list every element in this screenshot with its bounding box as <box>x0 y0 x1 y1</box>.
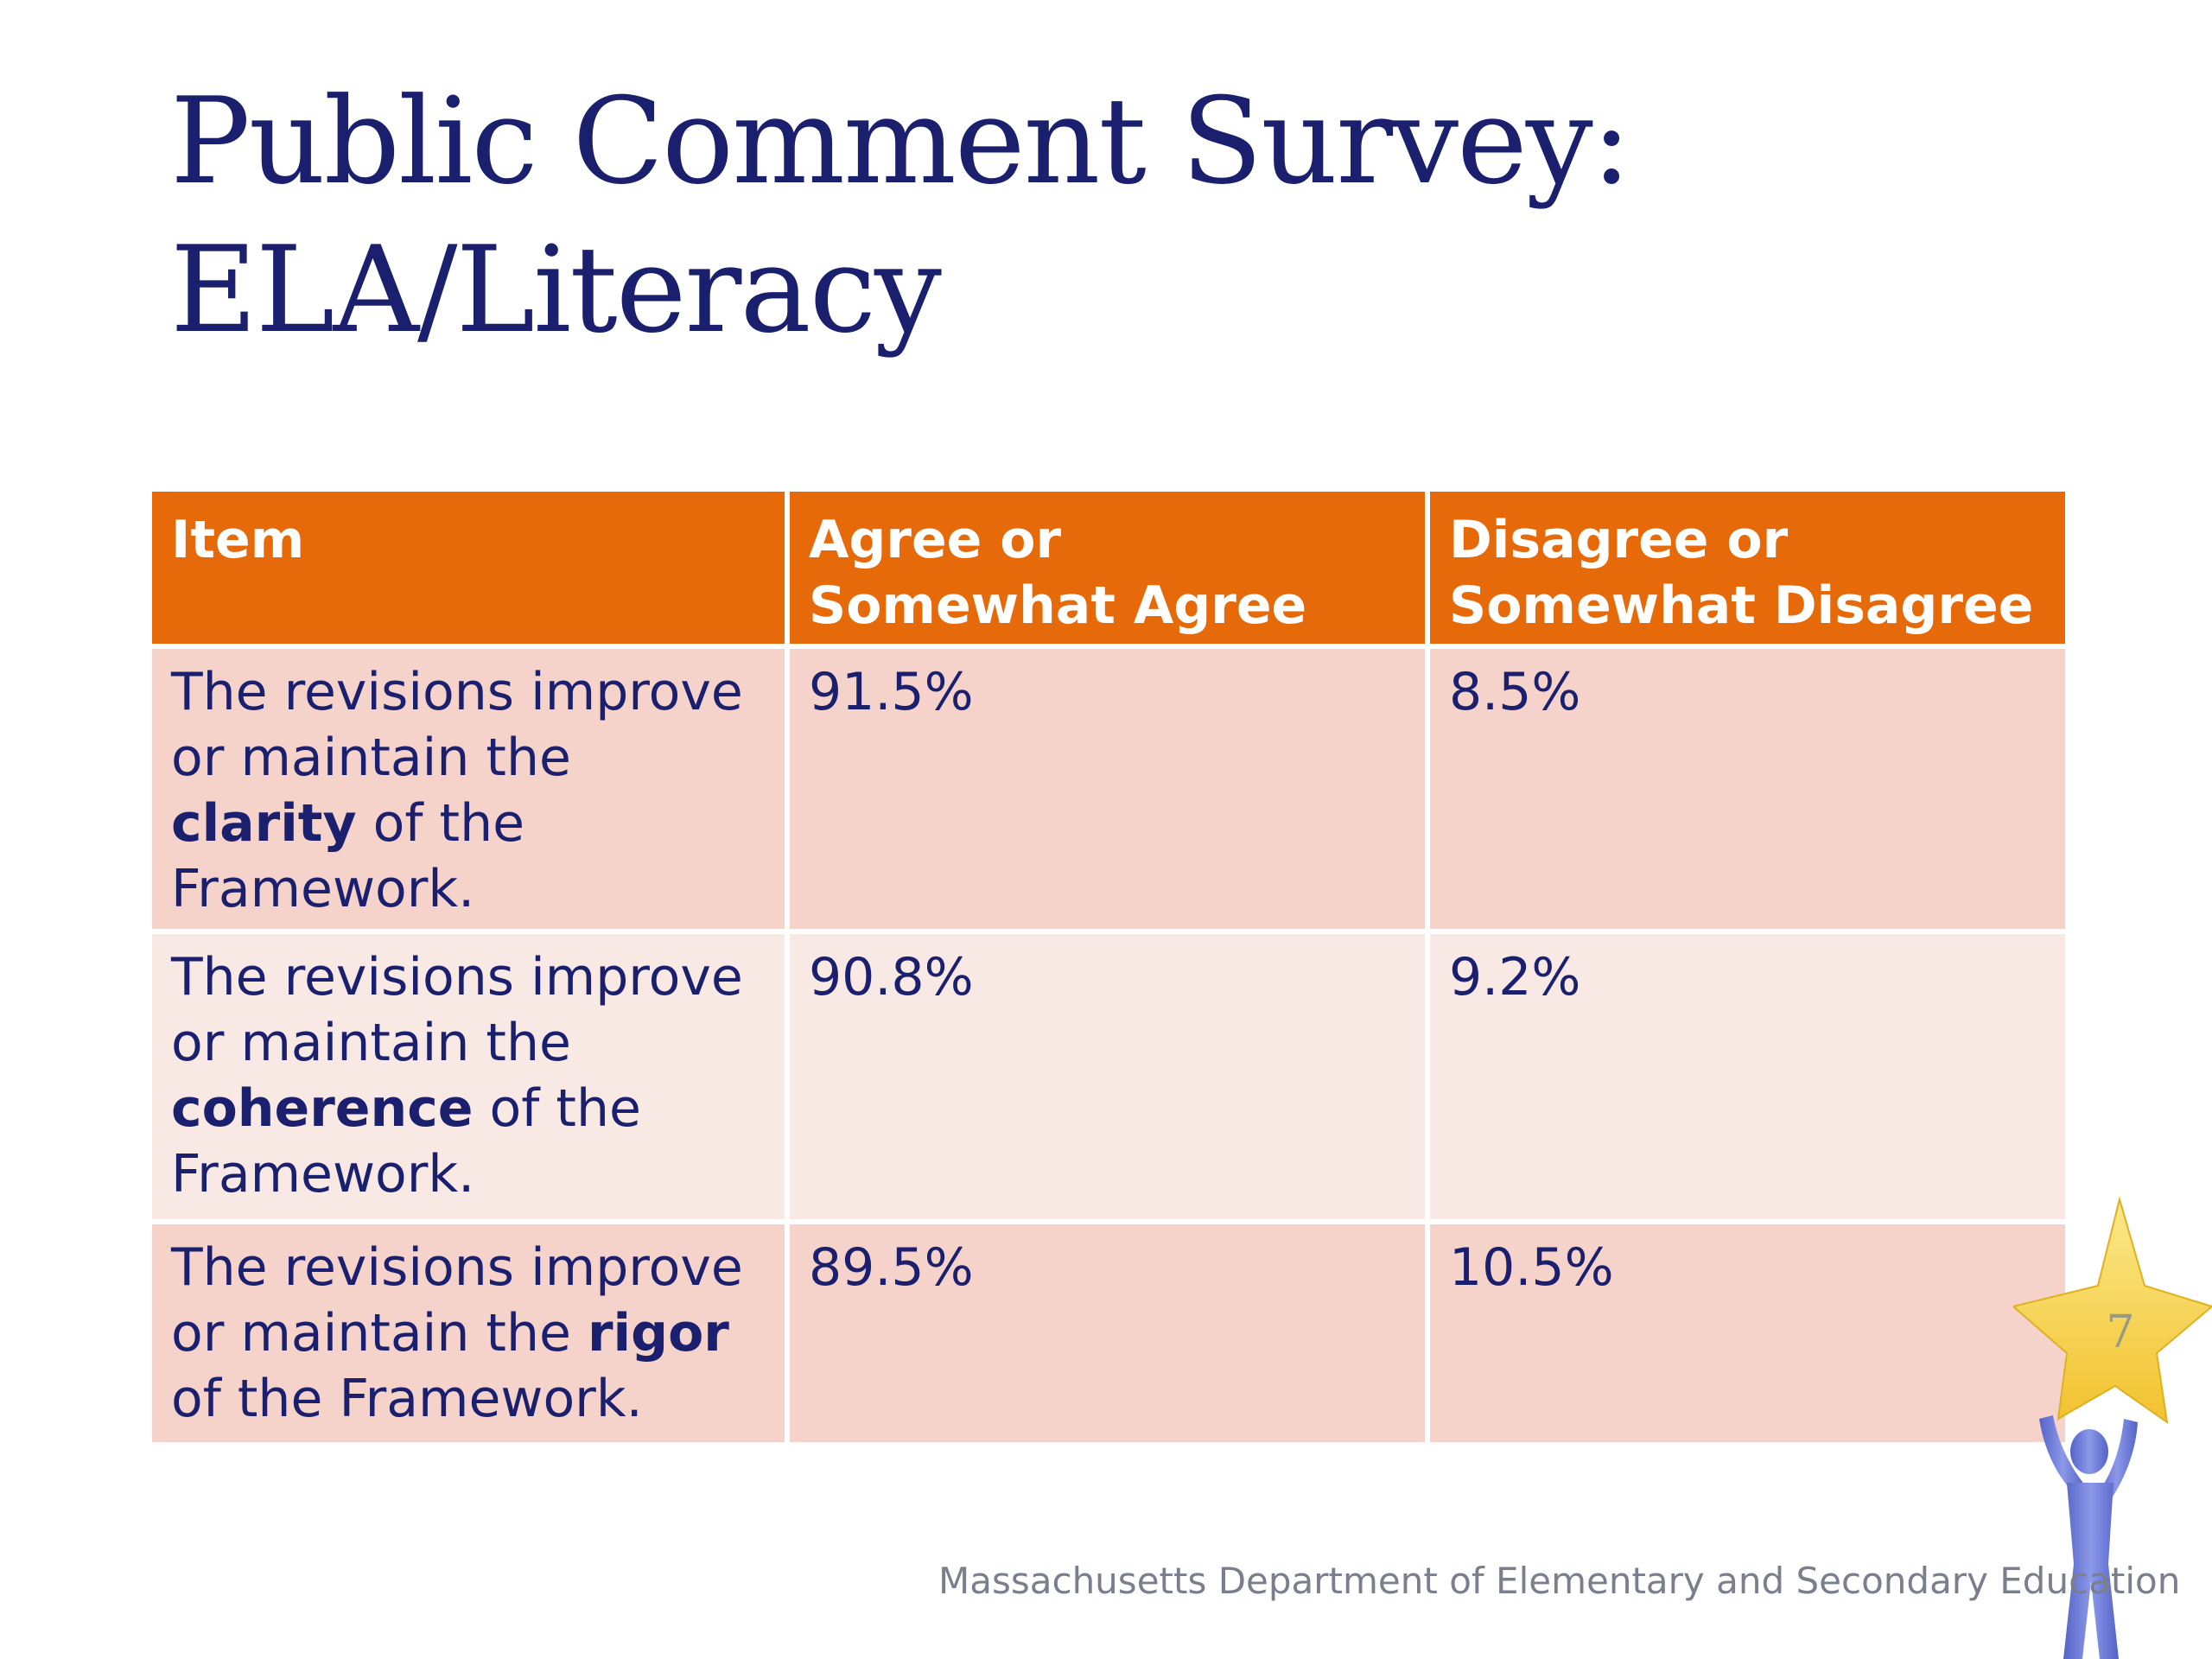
title-line-1: Public Comment Survey: <box>170 72 1631 211</box>
agree-cell: 91.5% <box>790 649 1425 929</box>
header-agree-line-1: Agree or <box>809 510 1062 570</box>
header-item-label: Item <box>171 510 305 570</box>
item-text-after: of the Framework. <box>171 1369 643 1429</box>
item-text-before: The revisions improve or maintain the <box>171 662 743 788</box>
disagree-cell: 9.2% <box>1430 934 2065 1219</box>
star-shape <box>2013 1196 2212 1425</box>
table-row: The revisions improve or maintain the co… <box>152 934 2065 1219</box>
page-number: 7 <box>2106 1306 2135 1358</box>
agree-cell: 89.5% <box>790 1224 1425 1442</box>
table-row: The revisions improve or maintain the ri… <box>152 1224 2065 1442</box>
slide-title: Public Comment Survey: ELA/Literacy <box>170 67 1631 365</box>
item-text-after: of the Framework. <box>171 793 525 919</box>
item-cell: The revisions improve or maintain the co… <box>152 934 785 1219</box>
table-row: The revisions improve or maintain the cl… <box>152 649 2065 929</box>
item-text-after: of the Framework. <box>171 1078 641 1205</box>
star-holding-person-icon <box>2013 1196 2212 1659</box>
item-keyword: rigor <box>587 1303 729 1363</box>
disagree-cell: 10.5% <box>1430 1224 2065 1442</box>
figure-body <box>2063 1483 2119 1659</box>
item-cell: The revisions improve or maintain the cl… <box>152 649 785 929</box>
title-line-2: ELA/Literacy <box>170 220 942 359</box>
header-item: Item <box>152 492 785 644</box>
header-disagree-line-1: Disagree or <box>1449 510 1789 570</box>
item-keyword: clarity <box>171 793 357 854</box>
figure-head <box>2070 1429 2108 1474</box>
item-text-before: The revisions improve or maintain the <box>171 947 743 1073</box>
disagree-cell: 8.5% <box>1430 649 2065 929</box>
figure-left-arm <box>2039 1415 2086 1495</box>
header-agree-line-2: Somewhat Agree <box>809 575 1307 636</box>
item-keyword: coherence <box>171 1078 474 1139</box>
header-agree: Agree or Somewhat Agree <box>790 492 1425 644</box>
item-text-before: The revisions improve or maintain the <box>171 1237 743 1363</box>
footer-organization: Massachusetts Department of Elementary a… <box>938 1560 2181 1602</box>
header-disagree: Disagree or Somewhat Disagree <box>1430 492 2065 644</box>
survey-results-table: Item Agree or Somewhat Agree Disagree or… <box>147 486 2070 1447</box>
table-header-row: Item Agree or Somewhat Agree Disagree or… <box>152 492 2065 644</box>
agree-cell: 90.8% <box>790 934 1425 1219</box>
item-cell: The revisions improve or maintain the ri… <box>152 1224 785 1442</box>
header-disagree-line-2: Somewhat Disagree <box>1449 575 2034 636</box>
